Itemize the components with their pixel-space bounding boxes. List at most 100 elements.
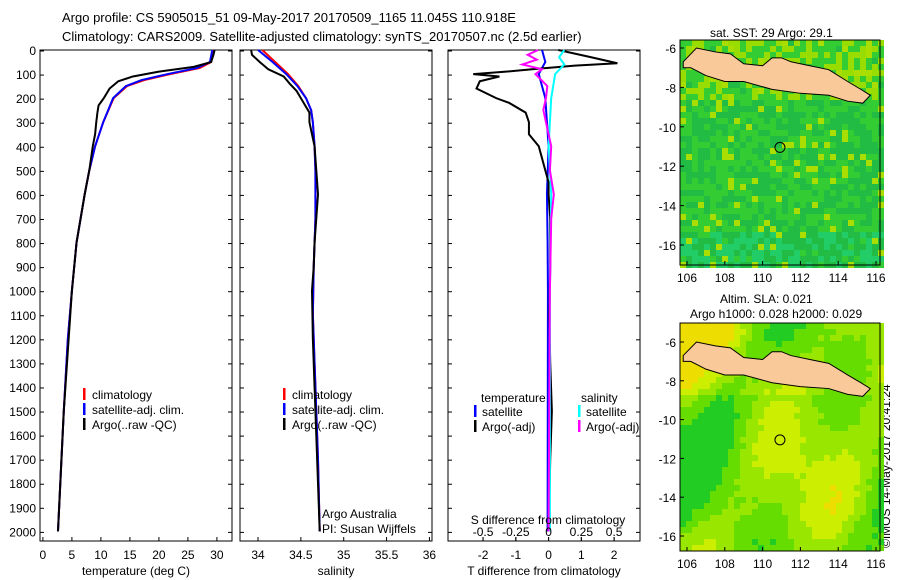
map-cell xyxy=(692,202,698,208)
map-cell xyxy=(746,329,752,335)
map-cell xyxy=(722,148,728,154)
map-cell xyxy=(710,154,716,160)
map-cell xyxy=(818,335,824,341)
map-cell xyxy=(740,341,746,347)
map-cell xyxy=(848,485,854,491)
map-cell xyxy=(848,112,854,118)
map-cell xyxy=(770,142,776,148)
map-cell xyxy=(872,329,878,335)
map-cell xyxy=(854,365,860,371)
map-cell xyxy=(716,323,722,329)
map-cell xyxy=(830,190,836,196)
map-cell xyxy=(710,142,716,148)
map-cell xyxy=(818,347,824,353)
map-cell xyxy=(854,244,860,250)
map-cell xyxy=(782,473,788,479)
map-cell xyxy=(686,497,692,503)
map-cell xyxy=(710,76,716,82)
map-cell xyxy=(710,425,716,431)
map-cell xyxy=(692,461,698,467)
map-cell xyxy=(758,413,764,419)
map-cell xyxy=(734,166,740,172)
map-cell xyxy=(722,335,728,341)
map-cell xyxy=(686,335,692,341)
map-cell xyxy=(842,323,848,329)
map-cell xyxy=(758,497,764,503)
map-cell xyxy=(848,353,854,359)
map-cell xyxy=(866,545,872,551)
map-cell xyxy=(716,413,722,419)
map-cell xyxy=(704,94,710,100)
map-cell xyxy=(860,467,866,473)
map-cell xyxy=(782,196,788,202)
map-cell xyxy=(818,461,824,467)
x-tick-label: 35 xyxy=(337,548,351,562)
map-cell xyxy=(836,353,842,359)
map-cell xyxy=(698,365,704,371)
x-axis-label: salinity xyxy=(318,564,355,578)
map-cell xyxy=(806,515,812,521)
map-cell xyxy=(878,178,884,184)
map-cell xyxy=(686,142,692,148)
map-cell xyxy=(860,377,866,383)
map-cell xyxy=(752,238,758,244)
map-cell xyxy=(830,353,836,359)
map-cell xyxy=(806,190,812,196)
map-cell xyxy=(782,425,788,431)
map-cell xyxy=(854,425,860,431)
map-cell xyxy=(830,184,836,190)
map-cell xyxy=(842,256,848,262)
map-cell xyxy=(848,335,854,341)
lat-tick-label: -12 xyxy=(659,160,677,174)
map-cell xyxy=(860,329,866,335)
map-cell xyxy=(740,46,746,52)
map-cell xyxy=(812,130,818,136)
map-cell xyxy=(878,244,884,250)
map-cell xyxy=(842,407,848,413)
map-cell xyxy=(746,112,752,118)
map-cell xyxy=(818,124,824,130)
map-cell xyxy=(764,124,770,130)
map-cell xyxy=(710,232,716,238)
map-cell xyxy=(860,449,866,455)
map-cell xyxy=(740,148,746,154)
map-cell xyxy=(854,256,860,262)
map-cell xyxy=(830,196,836,202)
map-cell xyxy=(836,443,842,449)
map-cell xyxy=(752,112,758,118)
map-cell xyxy=(818,497,824,503)
map-cell xyxy=(842,226,848,232)
map-cell xyxy=(800,341,806,347)
map-cell xyxy=(716,545,722,551)
map-cell xyxy=(860,130,866,136)
map-cell xyxy=(812,106,818,112)
map-cell xyxy=(770,238,776,244)
map-cell xyxy=(710,461,716,467)
map-cell xyxy=(794,485,800,491)
map-cell xyxy=(722,214,728,220)
map-cell xyxy=(758,238,764,244)
map-cell xyxy=(740,220,746,226)
map-cell xyxy=(686,250,692,256)
map-cell xyxy=(710,479,716,485)
map-cell xyxy=(770,347,776,353)
map-cell xyxy=(758,112,764,118)
map-cell xyxy=(728,497,734,503)
map-cell xyxy=(800,479,806,485)
map-cell xyxy=(788,46,794,52)
map-cell xyxy=(812,335,818,341)
map-cell xyxy=(764,329,770,335)
map-cell xyxy=(698,539,704,545)
map-cell xyxy=(782,389,788,395)
map-cell xyxy=(842,395,848,401)
map-cell xyxy=(866,461,872,467)
map-cell xyxy=(728,473,734,479)
map-cell xyxy=(878,323,884,329)
map-frame xyxy=(679,322,881,552)
map-cell xyxy=(842,46,848,52)
map-cell xyxy=(758,383,764,389)
map-cell xyxy=(842,485,848,491)
map-cell xyxy=(776,52,782,58)
map-cell xyxy=(692,196,698,202)
map-cell xyxy=(764,52,770,58)
